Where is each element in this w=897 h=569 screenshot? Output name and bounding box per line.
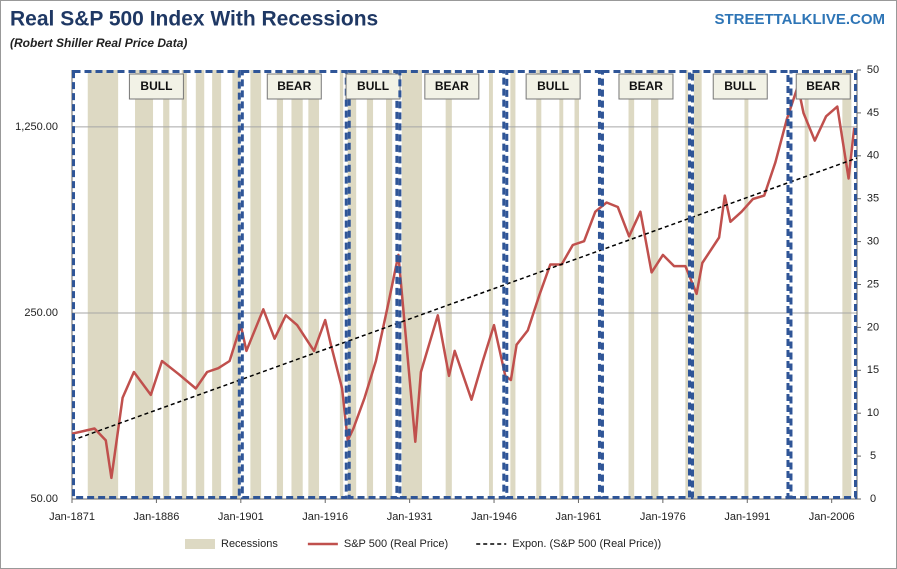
regime-label-box	[128, 73, 184, 100]
regime-label-box	[424, 73, 480, 100]
recession-bar	[339, 70, 344, 499]
recession-bar	[212, 70, 222, 499]
x-tick-label: Jan-1871	[49, 511, 95, 523]
legend-label: S&P 500 (Real Price)	[344, 538, 448, 550]
recession-bar	[744, 70, 749, 499]
source: STREETTALKLIVE.COM	[714, 11, 885, 28]
regime-label-box	[795, 73, 851, 100]
trend-line	[71, 157, 858, 442]
regime-box	[505, 70, 601, 499]
regime-label: BULL	[724, 79, 756, 93]
x-tick-label: Jan-1916	[302, 511, 348, 523]
recession-bar	[347, 70, 357, 499]
recession-bar	[804, 70, 809, 499]
regime-label-box	[712, 73, 768, 100]
recession-bar	[651, 70, 659, 499]
y2-tick-label: 50	[867, 64, 879, 76]
regime-label: BULL	[357, 79, 389, 93]
regime-box	[789, 70, 858, 499]
y2-tick-label: 45	[867, 107, 879, 119]
regime-label-box	[266, 73, 322, 100]
regime-box	[690, 70, 790, 499]
regime-label-box	[345, 73, 401, 100]
regime-label: BEAR	[435, 79, 469, 93]
recession-bar	[510, 70, 516, 499]
regime-label-box	[525, 73, 581, 100]
x-tick-label: Jan-1946	[471, 511, 517, 523]
recession-bar	[308, 70, 320, 499]
recession-bar	[163, 70, 170, 499]
recession-bar	[559, 70, 564, 499]
recession-bar	[276, 70, 284, 499]
recession-bar	[685, 70, 689, 499]
recession-bar	[181, 70, 187, 499]
chart-title: Real S&P 500 Index With Recessions	[10, 8, 378, 31]
y-tick-label: 50.00	[30, 493, 58, 505]
recession-bar	[628, 70, 635, 499]
regime-box	[347, 70, 399, 499]
y-tick-label: 250.00	[24, 307, 58, 319]
recession-bar	[386, 70, 393, 499]
regime-label: BEAR	[806, 79, 840, 93]
recession-bar	[574, 70, 580, 499]
y2-tick-label: 15	[867, 364, 879, 376]
chart-subtitle: (Robert Shiller Real Price Data)	[10, 36, 187, 50]
y2-tick-label: 25	[867, 278, 879, 290]
regime-label: BEAR	[277, 79, 311, 93]
recession-bar	[135, 70, 154, 499]
recession-bar	[87, 70, 119, 499]
recession-bar	[536, 70, 542, 499]
regime-label: BEAR	[629, 79, 663, 93]
x-tick-label: Jan-1961	[556, 511, 602, 523]
regime-box	[72, 70, 241, 499]
y-tick-label: 1,250.00	[15, 121, 58, 133]
recession-bar	[250, 70, 262, 499]
y2-tick-label: 40	[867, 150, 879, 162]
regime-label: BULL	[140, 79, 172, 93]
recession-bar	[445, 70, 452, 499]
x-tick-label: Jan-1991	[724, 511, 770, 523]
x-tick-label: Jan-1976	[640, 511, 686, 523]
legend-label: Recessions	[221, 538, 278, 550]
recession-bar	[195, 70, 205, 499]
y2-tick-label: 35	[867, 193, 879, 205]
regime-label-box	[618, 73, 674, 100]
y2-tick-label: 20	[867, 321, 879, 333]
x-tick-label: Jan-1931	[387, 511, 433, 523]
recession-bar	[488, 70, 493, 499]
x-tick-label: Jan-1886	[133, 511, 179, 523]
recession-bar	[842, 70, 852, 499]
recession-bar	[232, 70, 241, 499]
y2-tick-label: 0	[870, 493, 876, 505]
y2-tick-label: 5	[870, 450, 876, 462]
regime-label: BULL	[537, 79, 569, 93]
recession-bar	[291, 70, 303, 499]
y2-tick-label: 10	[867, 407, 879, 419]
recession-bar	[401, 70, 423, 499]
regime-box	[600, 70, 691, 499]
x-tick-label: Jan-2006	[809, 511, 855, 523]
x-tick-label: Jan-1901	[218, 511, 264, 523]
legend-label: Expon. (S&P 500 (Real Price))	[512, 538, 661, 550]
y2-tick-label: 30	[867, 236, 879, 248]
price-line	[71, 84, 856, 480]
legend-swatch	[185, 539, 215, 549]
recession-bar	[366, 70, 374, 499]
